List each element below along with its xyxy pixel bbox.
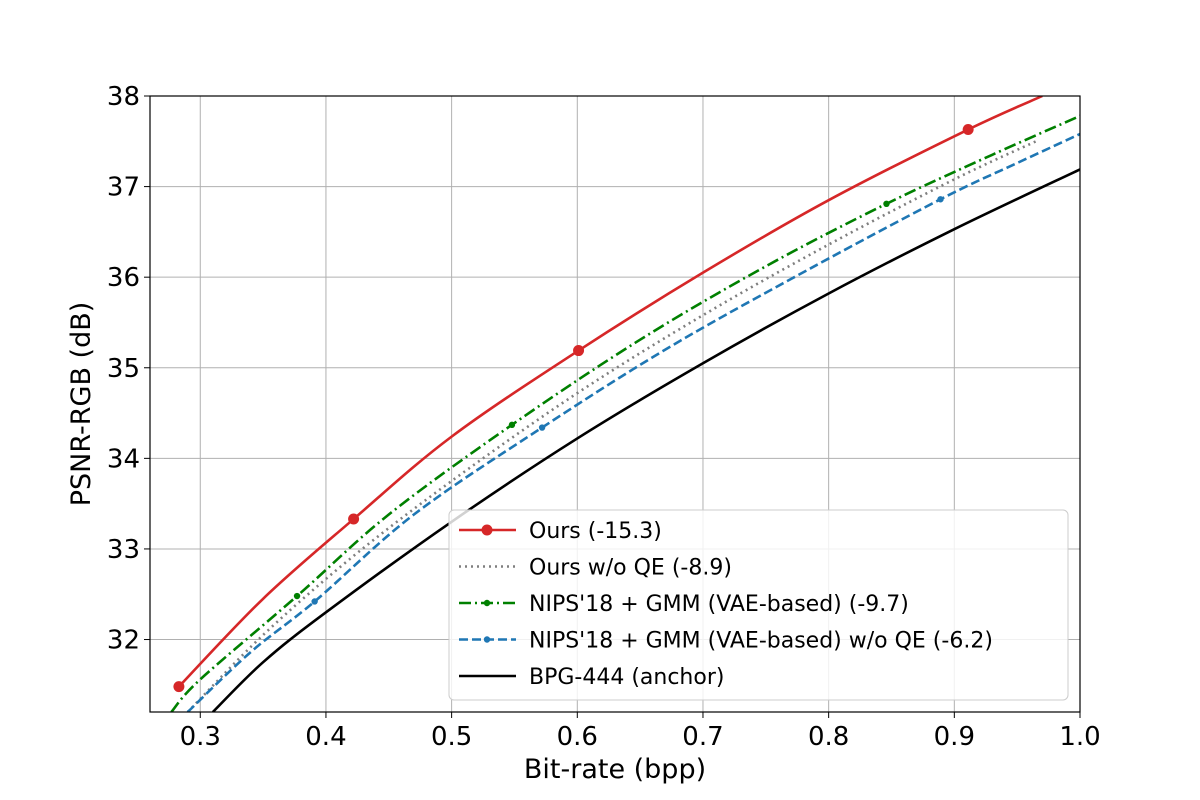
series-group xyxy=(170,96,1080,712)
legend-label-nips-18-gmm-vae-based-9-7: NIPS'18 + GMM (VAE-based) (-9.7) xyxy=(529,592,909,617)
x-tick-label: 0.6 xyxy=(557,722,598,752)
series-point-nips-18-gmm-vae-based-w-o-qe-6-2 xyxy=(311,598,318,605)
x-tick-label: 1.0 xyxy=(1059,722,1100,752)
legend: Ours (-15.3) Ours w/o QE (-8.9) NIPS'18 + … xyxy=(448,509,1069,701)
legend-label-bpg-444-anchor: BPG-444 (anchor) xyxy=(529,665,724,690)
plot-frame xyxy=(149,95,1081,713)
series-point-ours-15-3 xyxy=(962,124,974,136)
series-point-nips-18-gmm-vae-based-9-7 xyxy=(883,200,890,207)
series-point-nips-18-gmm-vae-based-w-o-qe-6-2 xyxy=(937,196,944,203)
legend-marker-nips-18-gmm-vae-based-9-7 xyxy=(483,599,491,607)
legend-box xyxy=(448,509,1069,701)
legend-marker-ours-15-3 xyxy=(481,524,493,536)
series-point-nips-18-gmm-vae-based-9-7 xyxy=(508,421,516,429)
y-tick-label: 38 xyxy=(107,82,140,112)
series-point-nips-18-gmm-vae-based-9-7 xyxy=(293,592,301,600)
y-tick-label: 36 xyxy=(107,263,140,293)
x-tick-label: 0.7 xyxy=(682,722,723,752)
legend-label-nips-18-gmm-vae-based-w-o-qe-6-2: NIPS'18 + GMM (VAE-based) w/o QE (-6.2) xyxy=(529,629,993,654)
legend-label-ours-15-3: Ours (-15.3) xyxy=(529,519,662,544)
series-point-ours-15-3 xyxy=(173,681,185,693)
x-tick-label: 0.8 xyxy=(808,722,849,752)
series-line-nips-18-gmm-vae-based-9-7 xyxy=(170,114,1080,712)
x-axis-label: Bit-rate (bpp) xyxy=(524,754,706,785)
legend-marker-nips-18-gmm-vae-based-w-o-qe-6-2 xyxy=(483,636,491,643)
y-tick-label: 37 xyxy=(107,173,140,203)
x-tick-label: 0.4 xyxy=(305,722,346,752)
y-tick-label: 35 xyxy=(107,354,140,384)
y-tick-label: 34 xyxy=(107,444,140,474)
series-point-nips-18-gmm-vae-based-w-o-qe-6-2 xyxy=(538,424,546,431)
y-axis-label: PSNR-RGB (dB) xyxy=(66,302,97,507)
series-line-ours-w-o-qe-8-9 xyxy=(186,140,1037,712)
axis-ticks: 0.3 0.4 0.5 0.6 0.7 0.8 0.9 1.0 32 33 34 35 36 37 38 xyxy=(107,82,1101,752)
x-tick-label: 0.3 xyxy=(180,722,221,752)
y-tick-label: 33 xyxy=(107,535,140,565)
y-tick-label: 32 xyxy=(107,626,140,656)
series-line-nips-18-gmm-vae-based-w-o-qe-6-2 xyxy=(186,132,1080,712)
x-tick-label: 0.9 xyxy=(934,722,975,752)
series-point-ours-15-3 xyxy=(348,513,360,525)
series-line-bpg-444-anchor xyxy=(211,168,1080,712)
series-point-ours-15-3 xyxy=(573,345,585,357)
legend-label-ours-w-o-qe-8-9: Ours w/o QE (-8.9) xyxy=(529,556,732,581)
x-tick-label: 0.5 xyxy=(431,722,472,752)
